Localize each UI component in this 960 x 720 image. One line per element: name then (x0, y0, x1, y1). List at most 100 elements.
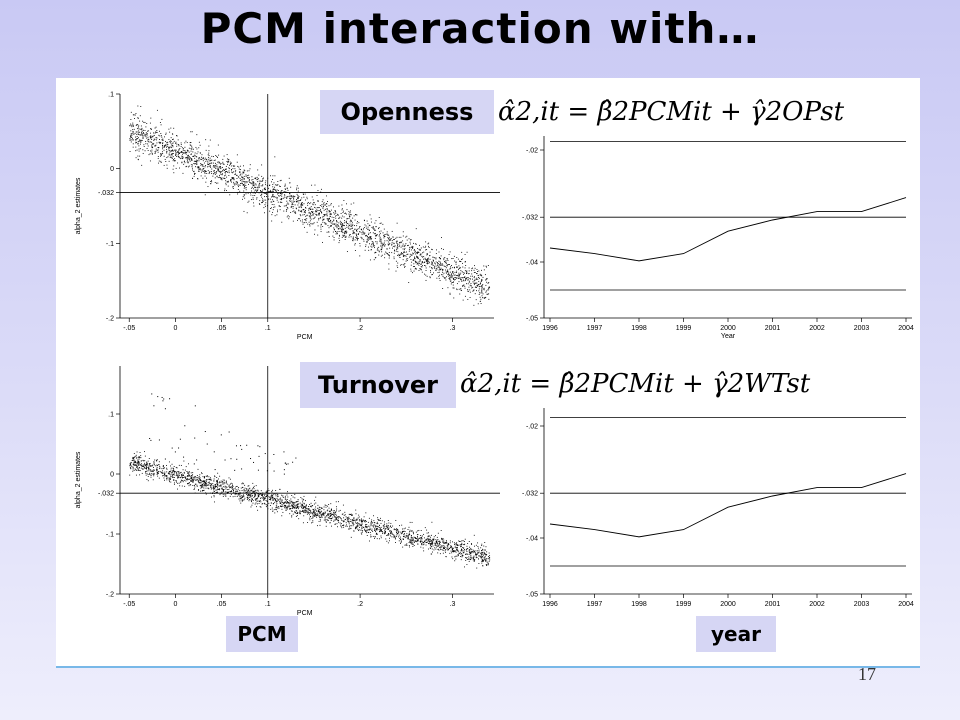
scatter-point (352, 525, 354, 527)
scatter-point (483, 287, 485, 289)
scatter-point (326, 510, 328, 512)
scatter-point (238, 168, 240, 170)
scatter-point (263, 188, 265, 190)
scatter-point (166, 143, 168, 145)
scatter-point (442, 269, 444, 271)
scatter-point (152, 464, 154, 466)
scatter-point (410, 270, 412, 272)
scatter-point (376, 527, 378, 529)
scatter-point (361, 526, 363, 528)
scatter-point (263, 497, 265, 499)
scatter-point (341, 208, 343, 210)
scatter-point (396, 532, 398, 534)
scatter-point (449, 280, 451, 282)
scatter-point (337, 214, 339, 216)
scatter-point (247, 494, 249, 496)
scatter-point (130, 462, 132, 464)
scatter-point (271, 207, 273, 209)
scatter-point (408, 534, 410, 536)
scatter-point (205, 484, 207, 486)
scatter-point (213, 496, 215, 498)
scatter-point (309, 224, 311, 226)
scatter-point (218, 162, 220, 164)
scatter-point (134, 464, 136, 466)
scatter-point (238, 487, 240, 488)
scatter-point (279, 186, 281, 187)
scatter-point (191, 476, 192, 478)
scatter-point (210, 477, 212, 479)
scatter-point (481, 288, 483, 290)
scatter-point (285, 510, 287, 511)
scatter-point (460, 279, 462, 281)
scatter-point (473, 272, 475, 273)
scatter-point (425, 259, 427, 260)
scatter-point (478, 286, 480, 288)
scatter-point (201, 156, 202, 158)
scatter-point (148, 469, 150, 471)
scatter-point (438, 267, 440, 268)
scatter-point (293, 502, 295, 504)
scatter-point (367, 532, 369, 533)
scatter-point (279, 201, 281, 203)
scatter-point (408, 282, 410, 284)
scatter-point (456, 549, 458, 551)
scatter-point (423, 256, 425, 258)
scatter-point (460, 546, 461, 548)
scatter-point (293, 199, 295, 201)
scatter-point (358, 514, 360, 516)
scatter-point (180, 144, 182, 146)
scatter-point (173, 473, 175, 475)
scatter-point (414, 266, 415, 267)
scatter-point (233, 165, 235, 167)
scatter-point (484, 297, 486, 299)
scatter-point (224, 169, 226, 171)
scatter-point (395, 241, 397, 243)
scatter-point (145, 132, 147, 134)
scatter-point (369, 259, 371, 261)
scatter-point (333, 227, 335, 229)
scatter-point (219, 177, 221, 179)
scatter-point (228, 477, 230, 479)
scatter-point (349, 225, 351, 227)
scatter-point (398, 531, 400, 533)
scatter-point (271, 494, 273, 496)
scatter-point (338, 519, 340, 521)
scatter-point (284, 498, 286, 500)
scatter-point (150, 470, 152, 472)
scatter-point (480, 552, 482, 554)
scatter-point (403, 533, 405, 534)
scatter-point (356, 524, 358, 526)
scatter-point (451, 545, 453, 547)
scatter-point (197, 477, 199, 479)
scatter-point (271, 204, 273, 206)
scatter-point (297, 499, 299, 501)
scatter-point (341, 227, 343, 229)
scatter-point (172, 476, 174, 478)
scatter-point (482, 554, 484, 556)
scatter-point (289, 198, 291, 200)
scatter-point (271, 214, 273, 216)
scatter-point (312, 211, 314, 213)
scatter-point (351, 225, 353, 226)
scatter-point (413, 532, 414, 534)
scatter-point (164, 473, 166, 475)
scatter-point (325, 208, 327, 210)
scatter-point (187, 472, 189, 474)
scatter-point (227, 185, 229, 187)
scatter-point (387, 237, 389, 239)
scatter-point (412, 247, 413, 248)
scatter-point (250, 489, 252, 491)
scatter-point (263, 207, 265, 209)
scatter-point (341, 227, 343, 229)
scatter-point (206, 479, 208, 481)
scatter-point (292, 505, 294, 507)
scatter-point (257, 169, 259, 171)
scatter-point (297, 204, 299, 206)
scatter-point (439, 258, 441, 260)
scatter-point (148, 464, 150, 466)
scatter-point (329, 213, 331, 215)
scatter-point (425, 249, 427, 251)
scatter-point (335, 518, 337, 520)
scatter-point (320, 228, 322, 230)
scatter-point (428, 543, 429, 545)
